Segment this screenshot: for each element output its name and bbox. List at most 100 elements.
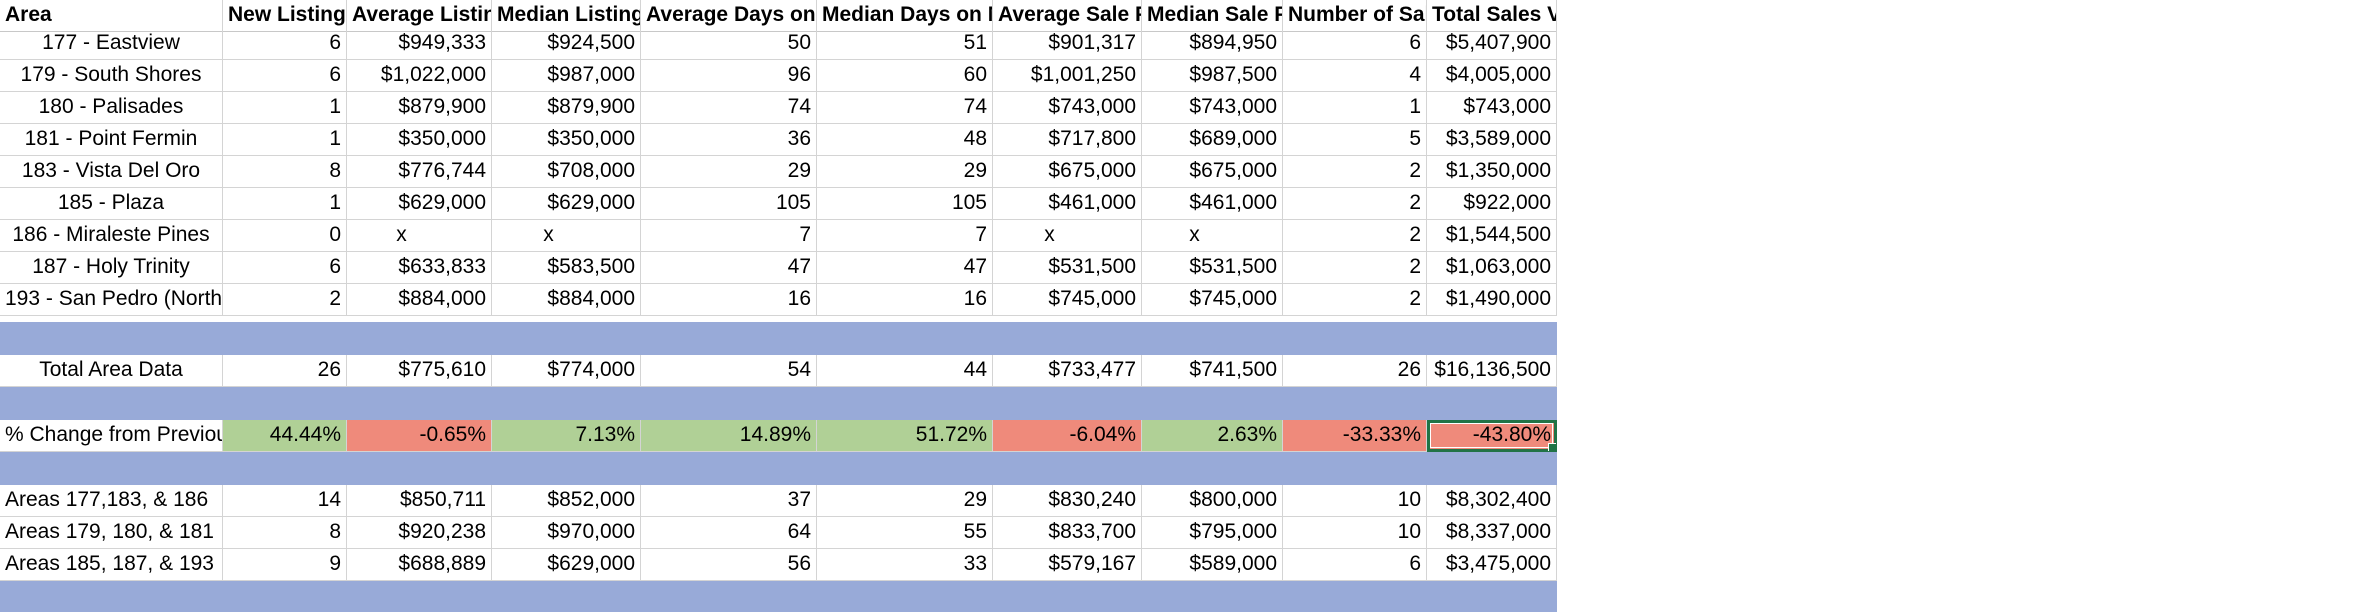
cell-avg-sale-price[interactable]: $579,167 [993,549,1142,581]
cell-avg-days-on-market[interactable]: 50 [641,28,817,60]
cell-new-listings[interactable]: 26 [223,355,347,387]
header-median-days-on-market[interactable]: Median Days on Market [817,0,993,32]
cell-avg-listing-price[interactable]: $879,900 [347,92,492,124]
cell-median-days-on-market[interactable]: 60 [817,60,993,92]
cell-median-sale-price[interactable]: 2.63% [1142,420,1283,452]
cell-new-listings[interactable]: 2 [223,284,347,316]
cell-median-sale-price[interactable]: x [1142,220,1283,252]
cell-number-of-sales[interactable]: 2 [1283,156,1427,188]
cell-median-listing-price[interactable]: $629,000 [492,188,641,220]
cell-total-sales-volume[interactable]: $1,063,000 [1427,252,1557,284]
cell-new-listings[interactable]: 14 [223,485,347,517]
cell-avg-listing-price[interactable]: $920,238 [347,517,492,549]
cell-avg-listing-price[interactable]: -0.65% [347,420,492,452]
cell-median-days-on-market[interactable]: 74 [817,92,993,124]
cell-area[interactable]: Total Area Data [0,355,223,387]
cell-median-sale-price[interactable]: $741,500 [1142,355,1283,387]
cell-median-sale-price[interactable]: $531,500 [1142,252,1283,284]
cell-median-listing-price[interactable]: $350,000 [492,124,641,156]
cell-median-sale-price[interactable]: $743,000 [1142,92,1283,124]
cell-avg-sale-price[interactable]: $717,800 [993,124,1142,156]
cell-avg-sale-price[interactable]: $833,700 [993,517,1142,549]
cell-avg-sale-price[interactable]: $1,001,250 [993,60,1142,92]
cell-total-sales-volume[interactable]: $1,544,500 [1427,220,1557,252]
cell-area[interactable]: 179 - South Shores [0,60,223,92]
cell-median-sale-price[interactable]: $795,000 [1142,517,1283,549]
cell-avg-listing-price[interactable]: $850,711 [347,485,492,517]
cell-avg-days-on-market[interactable]: 64 [641,517,817,549]
cell-new-listings[interactable]: 8 [223,156,347,188]
cell-number-of-sales[interactable]: -33.33% [1283,420,1427,452]
cell-median-listing-price[interactable]: $987,000 [492,60,641,92]
cell-area[interactable]: Areas 185, 187, & 193 [0,549,223,581]
cell-avg-sale-price[interactable]: $675,000 [993,156,1142,188]
cell-new-listings[interactable]: 1 [223,92,347,124]
cell-total-sales-volume[interactable]: $3,475,000 [1427,549,1557,581]
cell-avg-listing-price[interactable]: $884,000 [347,284,492,316]
cell-total-sales-volume[interactable]: $1,350,000 [1427,156,1557,188]
cell-avg-sale-price[interactable]: $745,000 [993,284,1142,316]
cell-avg-days-on-market[interactable]: 16 [641,284,817,316]
cell-median-days-on-market[interactable]: 48 [817,124,993,156]
cell-area[interactable]: 181 - Point Fermin [0,124,223,156]
header-avg-listing-price[interactable]: Average Listing Price [347,0,492,32]
cell-number-of-sales[interactable]: 26 [1283,355,1427,387]
cell-avg-listing-price[interactable]: $350,000 [347,124,492,156]
cell-avg-sale-price[interactable]: $461,000 [993,188,1142,220]
cell-total-sales-volume[interactable]: $5,407,900 [1427,28,1557,60]
cell-median-sale-price[interactable]: $987,500 [1142,60,1283,92]
selected-cell-total-sales-volume[interactable]: -43.80% [1427,420,1557,452]
cell-median-sale-price[interactable]: $461,000 [1142,188,1283,220]
cell-median-listing-price[interactable]: $884,000 [492,284,641,316]
cell-new-listings[interactable]: 6 [223,60,347,92]
cell-avg-listing-price[interactable]: x [347,220,492,252]
cell-avg-days-on-market[interactable]: 47 [641,252,817,284]
cell-new-listings[interactable]: 6 [223,252,347,284]
cell-number-of-sales[interactable]: 5 [1283,124,1427,156]
cell-avg-days-on-market[interactable]: 14.89% [641,420,817,452]
cell-avg-sale-price[interactable]: x [993,220,1142,252]
cell-median-days-on-market[interactable]: 44 [817,355,993,387]
cell-total-sales-volume[interactable]: $3,589,000 [1427,124,1557,156]
cell-number-of-sales[interactable]: 6 [1283,549,1427,581]
cell-avg-sale-price[interactable]: $901,317 [993,28,1142,60]
cell-area[interactable]: 180 - Palisades [0,92,223,124]
cell-total-sales-volume[interactable]: $743,000 [1427,92,1557,124]
cell-number-of-sales[interactable]: 2 [1283,284,1427,316]
cell-median-listing-price[interactable]: $629,000 [492,549,641,581]
header-avg-sale-price[interactable]: Average Sale Price [993,0,1142,32]
header-median-listing-price[interactable]: Median Listing Price [492,0,641,32]
cell-median-listing-price[interactable]: x [492,220,641,252]
cell-avg-listing-price[interactable]: $1,022,000 [347,60,492,92]
header-median-sale-price[interactable]: Median Sale Price [1142,0,1283,32]
cell-median-days-on-market[interactable]: 55 [817,517,993,549]
cell-avg-days-on-market[interactable]: 54 [641,355,817,387]
cell-median-listing-price[interactable]: $879,900 [492,92,641,124]
cell-avg-sale-price[interactable]: $830,240 [993,485,1142,517]
cell-avg-listing-price[interactable]: $688,889 [347,549,492,581]
cell-new-listings[interactable]: 8 [223,517,347,549]
cell-median-days-on-market[interactable]: 16 [817,284,993,316]
header-avg-days-on-market[interactable]: Average Days on Market [641,0,817,32]
cell-avg-days-on-market[interactable]: 36 [641,124,817,156]
cell-area[interactable]: 177 - Eastview [0,28,223,60]
cell-median-days-on-market[interactable]: 7 [817,220,993,252]
cell-median-sale-price[interactable]: $675,000 [1142,156,1283,188]
cell-area[interactable]: Areas 177,183, & 186 [0,485,223,517]
cell-median-days-on-market[interactable]: 51 [817,28,993,60]
cell-number-of-sales[interactable]: 6 [1283,28,1427,60]
cell-median-sale-price[interactable]: $894,950 [1142,28,1283,60]
fill-handle[interactable] [1548,443,1556,451]
cell-area[interactable]: 185 - Plaza [0,188,223,220]
cell-new-listings[interactable]: 1 [223,188,347,220]
cell-median-listing-price[interactable]: 7.13% [492,420,641,452]
cell-median-days-on-market[interactable]: 51.72% [817,420,993,452]
cell-avg-listing-price[interactable]: $629,000 [347,188,492,220]
cell-avg-sale-price[interactable]: $733,477 [993,355,1142,387]
cell-avg-listing-price[interactable]: $633,833 [347,252,492,284]
cell-total-sales-volume[interactable]: $4,005,000 [1427,60,1557,92]
cell-median-listing-price[interactable]: $583,500 [492,252,641,284]
cell-number-of-sales[interactable]: 10 [1283,485,1427,517]
cell-avg-sale-price[interactable]: -6.04% [993,420,1142,452]
cell-median-listing-price[interactable]: $708,000 [492,156,641,188]
